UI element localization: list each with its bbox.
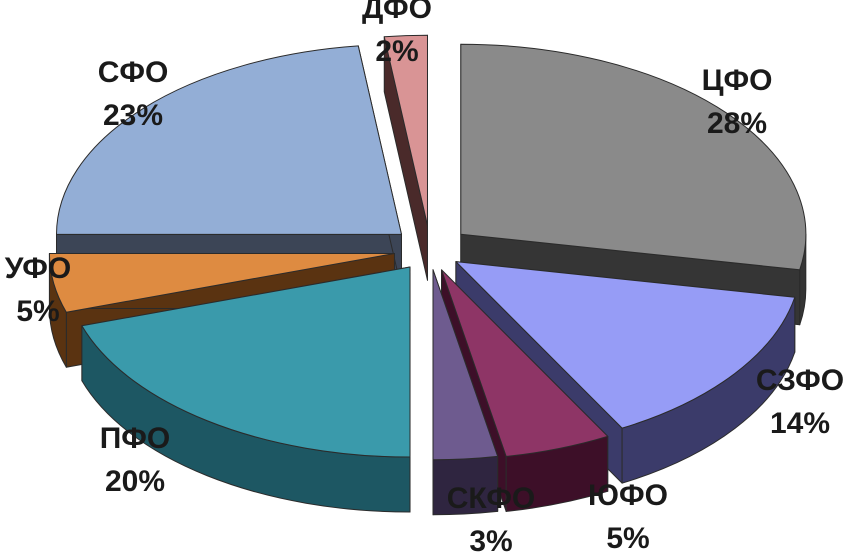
label-tsfo-name: ЦФО	[702, 64, 773, 97]
label-yufo-name: ЮФО	[588, 479, 668, 512]
label-sfo-name: СФО	[98, 56, 169, 89]
label-tsfo-value: 28%	[707, 107, 767, 140]
slice-pfo	[81, 266, 411, 458]
label-szfo-value: 14%	[770, 407, 830, 440]
slice-skfo	[432, 269, 499, 461]
label-pfo-name: ПФО	[100, 422, 171, 455]
label-ufo-name: УФО	[5, 252, 71, 285]
slice-sfo	[55, 45, 402, 235]
label-skfo-name: СКФО	[447, 482, 536, 515]
label-skfo-value: 3%	[469, 525, 512, 558]
slice-dfo	[383, 34, 428, 226]
label-dfo-value: 2%	[375, 35, 418, 68]
slice-ufo	[48, 252, 395, 313]
label-pfo-value: 20%	[105, 465, 165, 498]
label-yufo-value: 5%	[606, 522, 649, 555]
slice-tsfo	[460, 43, 807, 271]
slice-yufo	[441, 269, 609, 457]
label-ufo-value: 5%	[16, 295, 59, 328]
label-szfo-name: СЗФО	[756, 364, 844, 397]
slice-szfo	[455, 261, 796, 429]
slice-labels: ЦФО 28% СЗФО 14% ЮФО 5% СКФО 3% ПФО 20% УФО 5% СФО 23…	[5, 0, 844, 558]
label-sfo-value: 23%	[103, 99, 163, 132]
slice-tops	[48, 34, 807, 461]
label-dfo-name: ДФО	[362, 0, 432, 25]
